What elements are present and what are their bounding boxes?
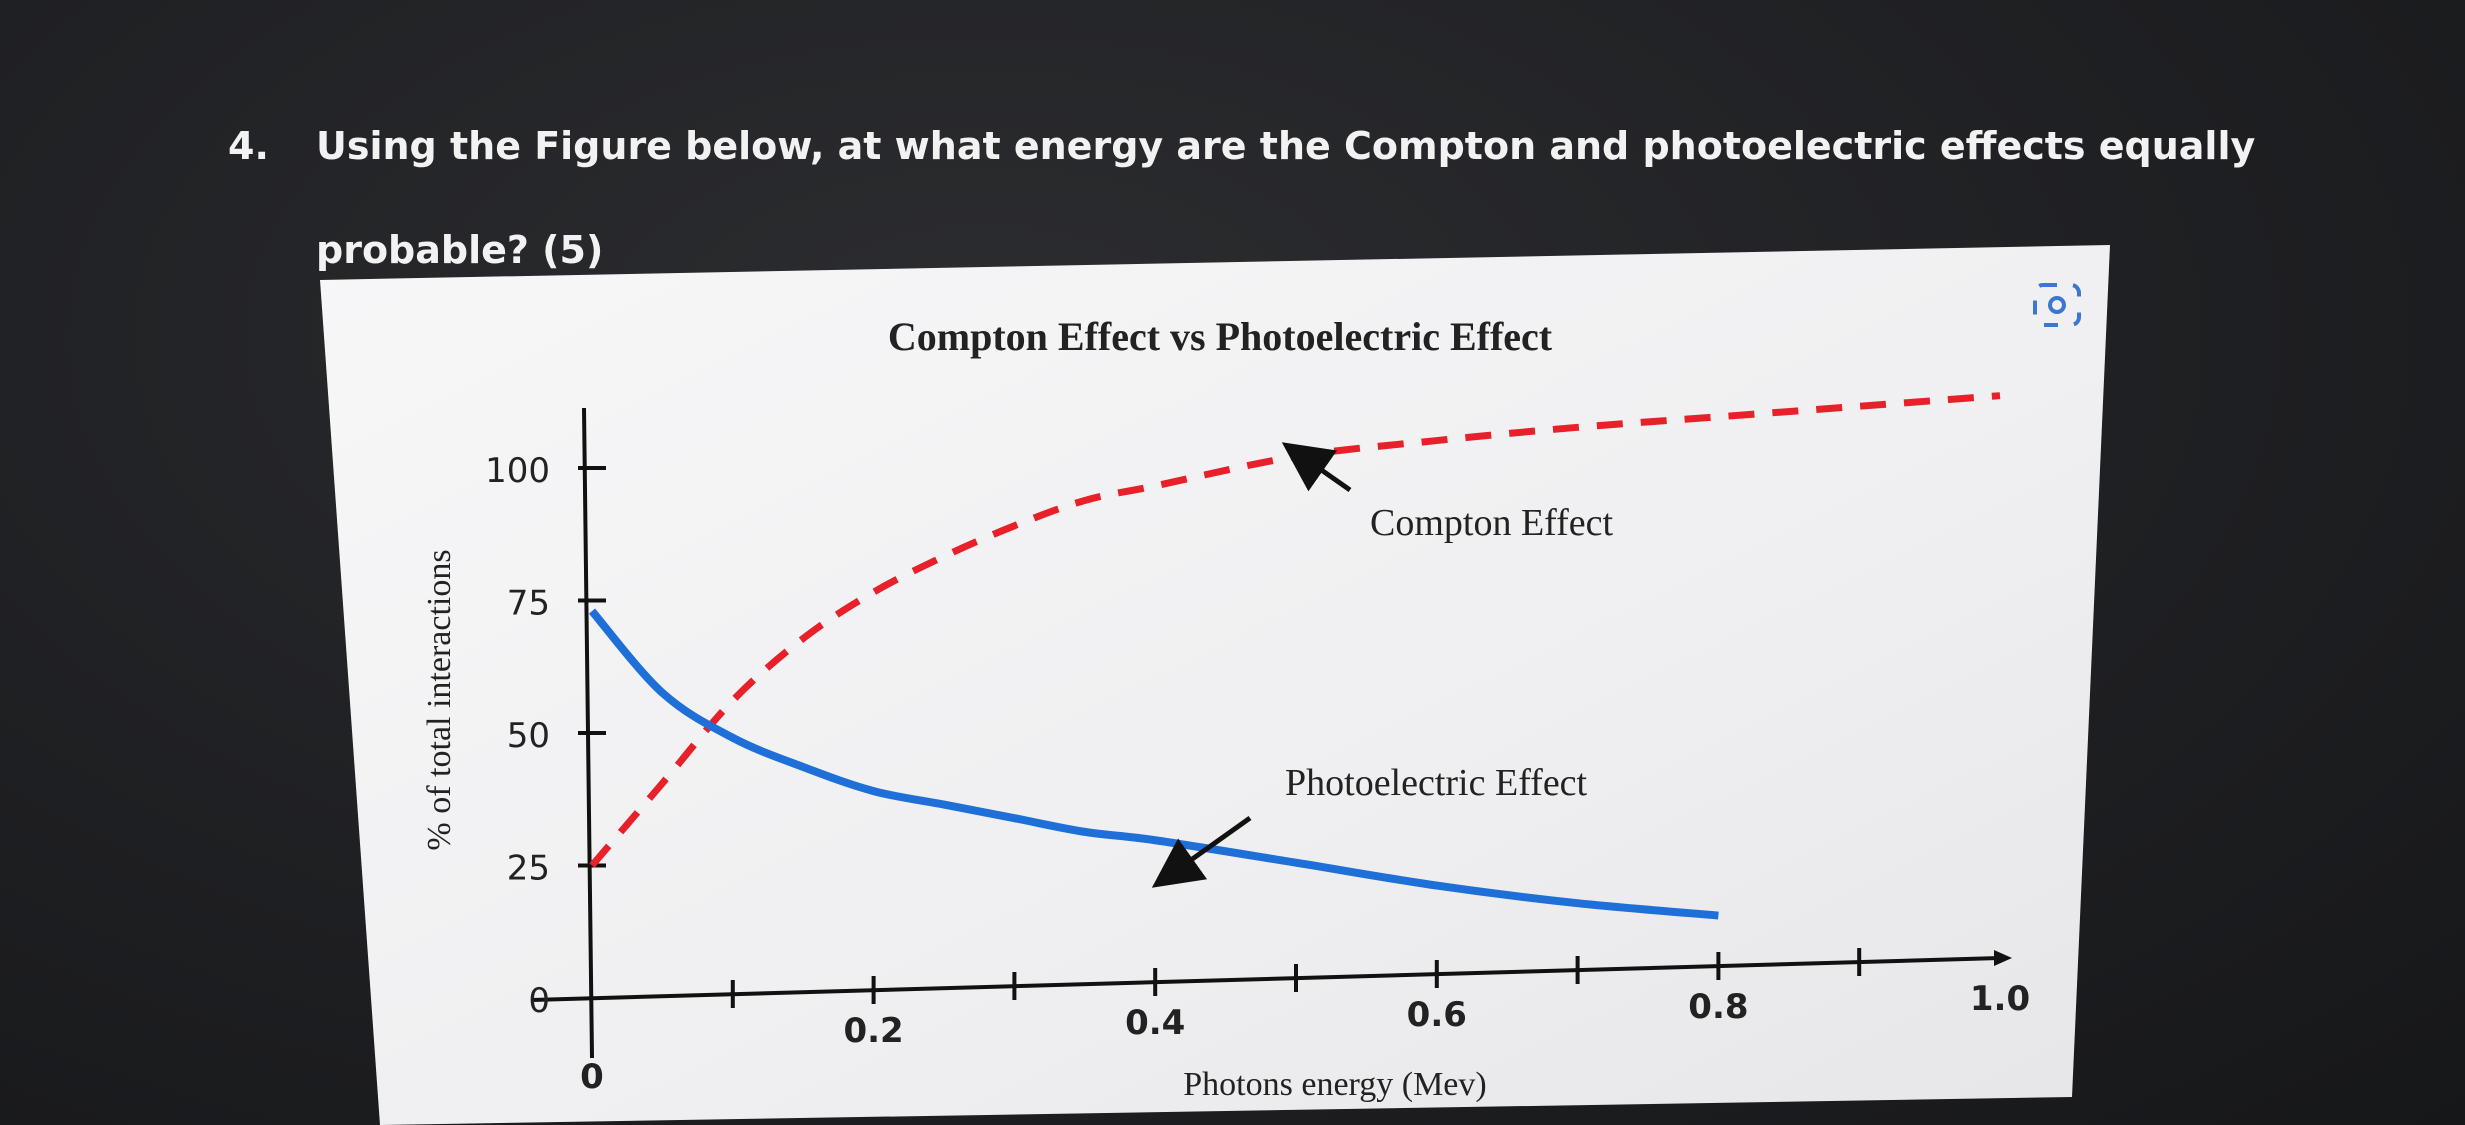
question-line-1: Using the Figure below, at what energy a…: [316, 124, 2256, 168]
axes: 0 25 50 75 100 0 0.2 0.4 0.6 0.8 1.0: [485, 407, 2030, 1097]
compton-effect-line: [589, 392, 2001, 868]
x-tick-label: 0.6: [1407, 995, 1467, 1035]
chart-title: Compton Effect vs Photoelectric Effect: [888, 314, 1553, 359]
x-tick-label: 0.8: [1688, 987, 1748, 1027]
annotation-photoelectric: Photoelectric Effect: [1285, 762, 1588, 804]
chart-card: [320, 245, 2110, 1125]
annotation-compton: Compton Effect: [1370, 502, 1614, 544]
series-group: [588, 392, 2001, 920]
x-axis-label: Photons energy (Mev): [1183, 1066, 1486, 1103]
photoelectric-effect-line: [588, 608, 1719, 920]
question-number: 4.: [228, 124, 269, 168]
scan-icon[interactable]: [2033, 283, 2081, 327]
annotation-photoelectric-arrow: [1151, 815, 1252, 888]
y-tick-label: 25: [507, 849, 550, 889]
x-tick-label: 1.0: [1970, 979, 2030, 1019]
x-tick-label: 0: [580, 1057, 604, 1097]
x-tick-label: 0.2: [843, 1011, 903, 1051]
x-axis-arrow: [1994, 950, 2012, 966]
question-line-2: probable? (5): [316, 228, 604, 272]
annotation-compton-arrow: [1281, 442, 1352, 493]
y-tick-label: 0: [528, 981, 550, 1021]
x-axis-line: [531, 956, 2001, 1002]
y-tick-label: 100: [485, 451, 550, 491]
y-tick-label: 75: [507, 584, 550, 624]
y-axis-label: % of total interactions: [421, 549, 458, 850]
x-tick-label: 0.4: [1125, 1003, 1185, 1043]
y-tick-label: 50: [507, 716, 550, 756]
